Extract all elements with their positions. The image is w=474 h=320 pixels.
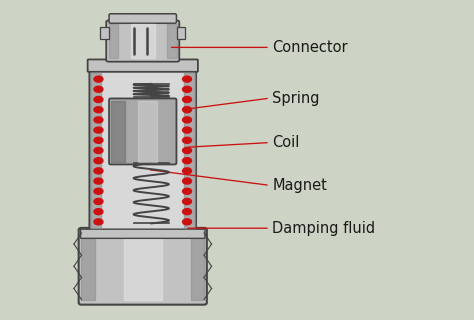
Circle shape: [182, 158, 191, 164]
Bar: [100, 27, 109, 39]
Circle shape: [182, 76, 191, 82]
FancyBboxPatch shape: [88, 60, 198, 72]
FancyBboxPatch shape: [90, 70, 196, 231]
Circle shape: [94, 127, 103, 133]
FancyBboxPatch shape: [79, 228, 207, 305]
Text: Magnet: Magnet: [273, 178, 327, 193]
Circle shape: [94, 219, 103, 225]
Circle shape: [182, 188, 191, 194]
Circle shape: [182, 178, 191, 184]
Circle shape: [182, 97, 191, 102]
Text: Spring: Spring: [273, 91, 320, 106]
Circle shape: [182, 209, 191, 215]
Circle shape: [182, 198, 191, 204]
Circle shape: [94, 178, 103, 184]
FancyBboxPatch shape: [109, 99, 176, 164]
Circle shape: [94, 107, 103, 113]
Text: Connector: Connector: [273, 40, 348, 55]
FancyBboxPatch shape: [106, 20, 179, 62]
Circle shape: [94, 137, 103, 143]
Circle shape: [94, 168, 103, 174]
Circle shape: [94, 198, 103, 204]
Circle shape: [94, 76, 103, 82]
Circle shape: [94, 97, 103, 102]
Circle shape: [182, 168, 191, 174]
FancyBboxPatch shape: [81, 229, 205, 238]
Circle shape: [94, 209, 103, 215]
Circle shape: [94, 117, 103, 123]
Bar: [177, 27, 185, 39]
Circle shape: [182, 107, 191, 113]
Circle shape: [94, 188, 103, 194]
Text: Coil: Coil: [273, 135, 300, 150]
Text: Damping fluid: Damping fluid: [273, 221, 375, 236]
FancyBboxPatch shape: [109, 14, 176, 23]
Circle shape: [182, 117, 191, 123]
Circle shape: [182, 219, 191, 225]
Circle shape: [182, 127, 191, 133]
Circle shape: [182, 137, 191, 143]
Circle shape: [94, 158, 103, 164]
Circle shape: [94, 86, 103, 92]
Circle shape: [182, 86, 191, 92]
Circle shape: [182, 148, 191, 154]
Circle shape: [94, 148, 103, 154]
